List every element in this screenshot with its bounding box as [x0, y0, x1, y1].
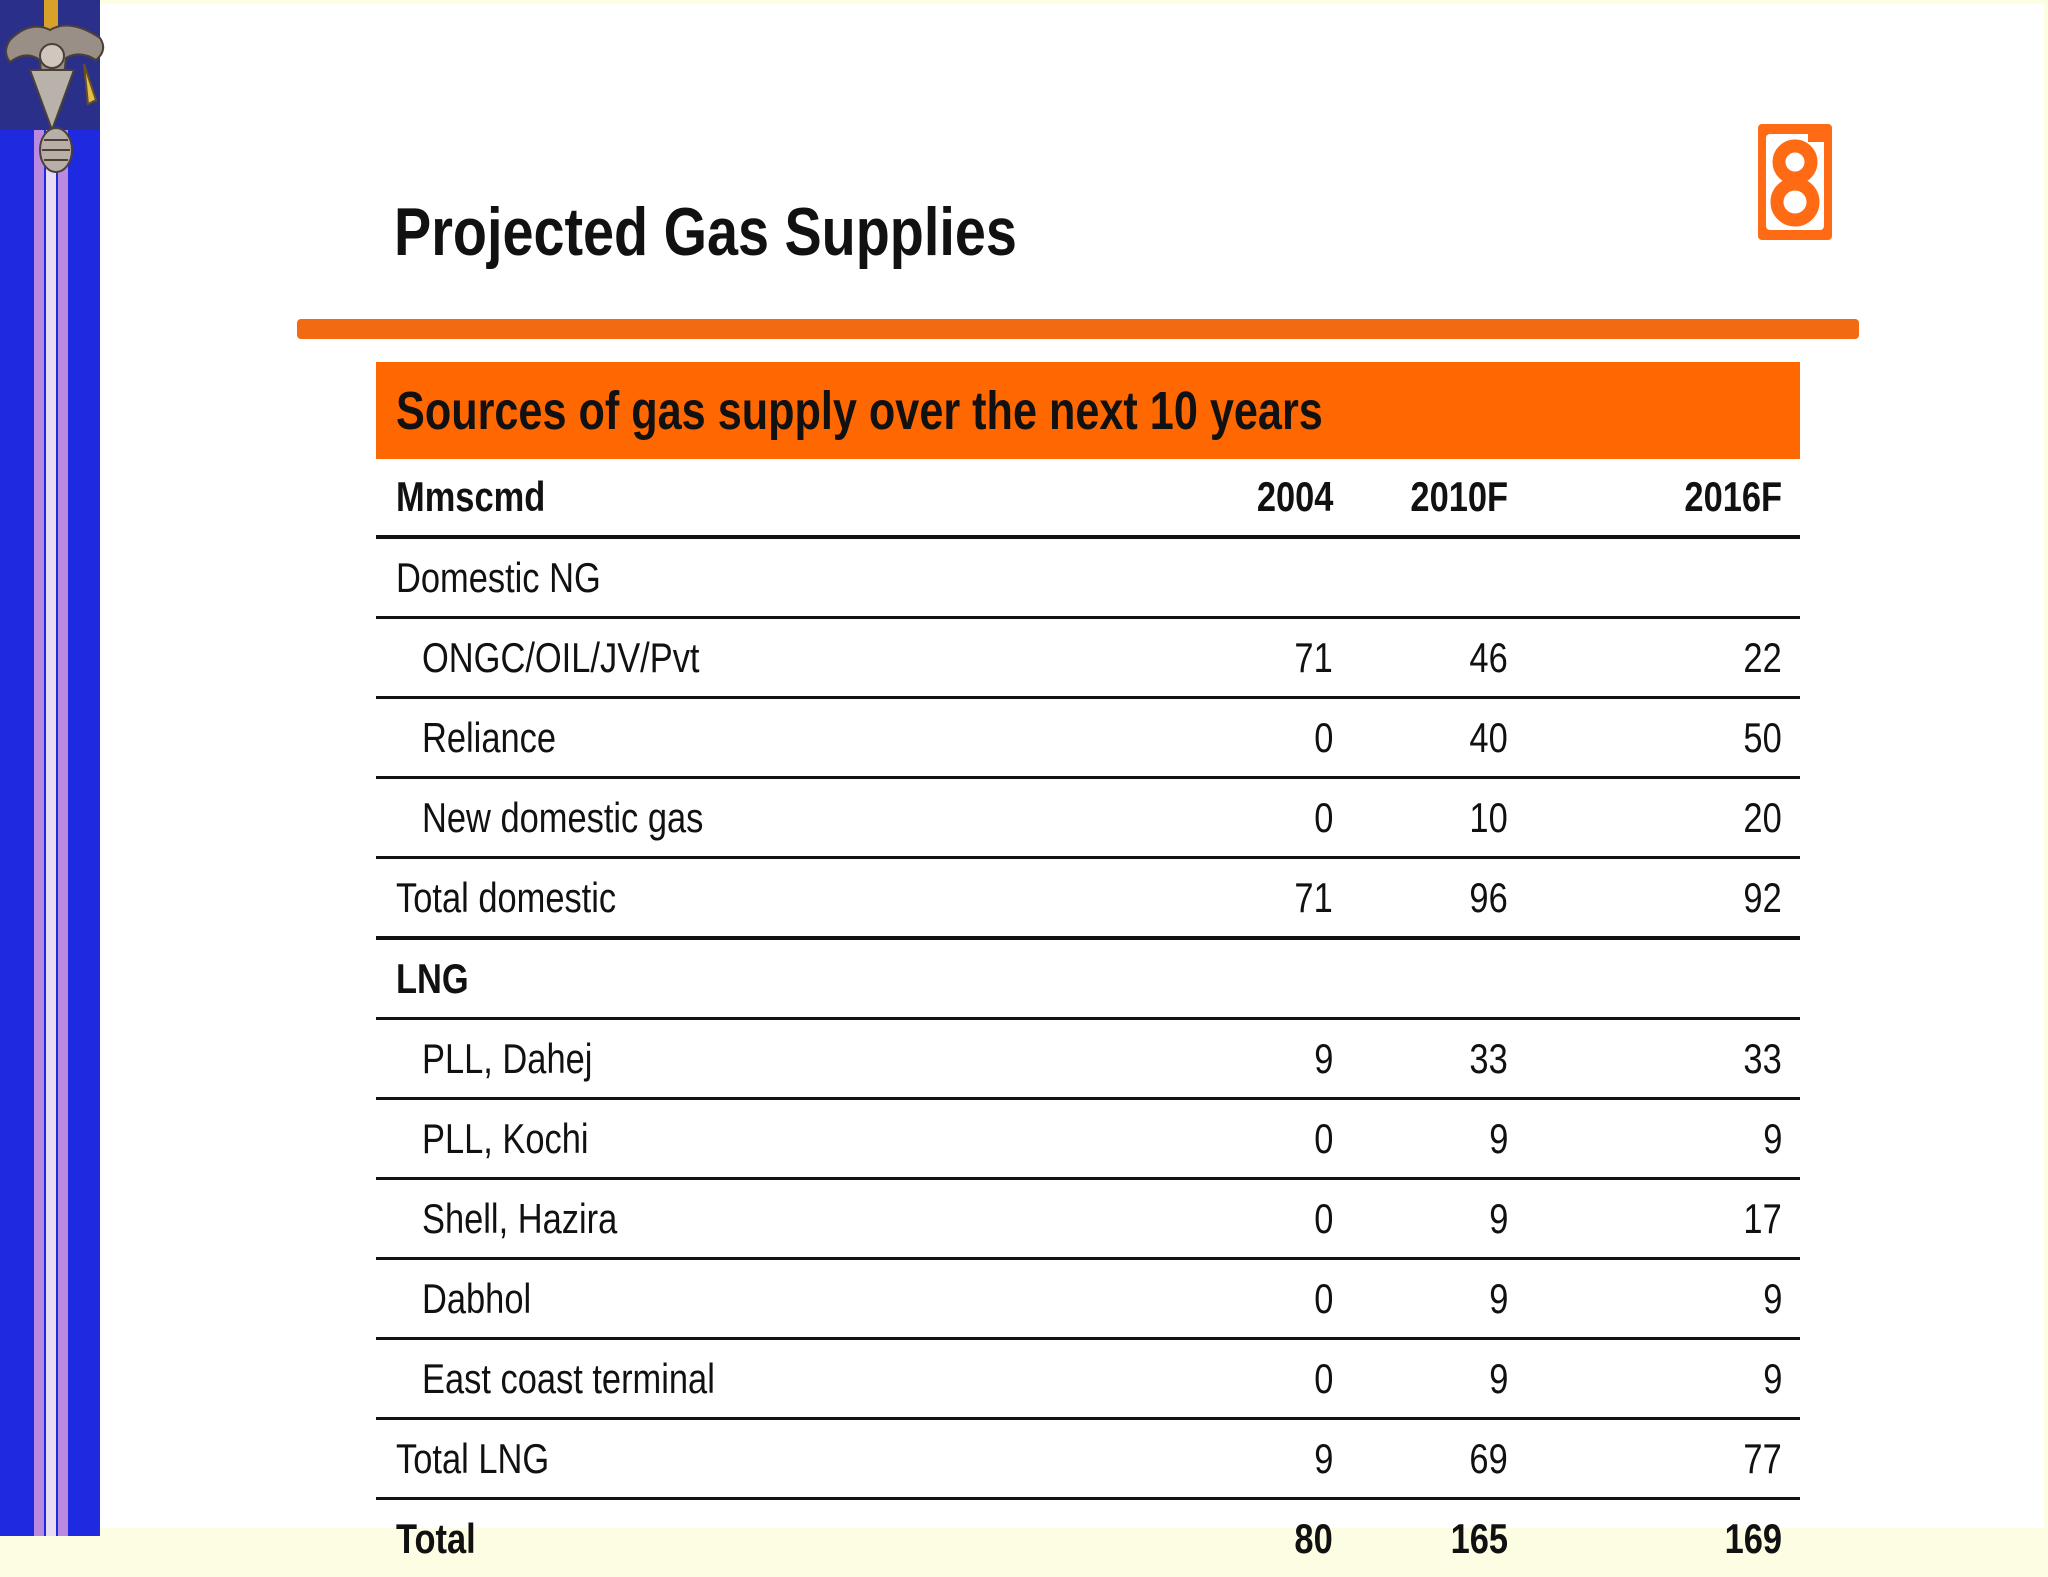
slide-page [100, 4, 2044, 1528]
cell-value: 71 [1294, 873, 1333, 921]
grand-total-row: Total 80 165 169 [376, 1500, 1800, 1577]
cell-value: 9 [1488, 1274, 1508, 1322]
cell-value: 0 [1313, 1194, 1333, 1242]
cell-value: 169 [1724, 1514, 1782, 1562]
cell-value: 9 [1488, 1194, 1508, 1242]
row-label: Reliance [422, 713, 557, 761]
row-label: PLL, Kochi [422, 1114, 589, 1162]
row-label: Domestic NG [396, 553, 601, 601]
left-decorative-strip [0, 0, 100, 1536]
crest-emblem-icon [0, 0, 105, 173]
cell-value: 40 [1469, 713, 1508, 761]
cell-value: 9 [1313, 1434, 1333, 1482]
column-header: 2010F [1410, 473, 1508, 520]
table-caption-banner: Sources of gas supply over the next 10 y… [376, 362, 1800, 459]
cell-value: 0 [1313, 1114, 1333, 1162]
column-header: 2004 [1256, 473, 1333, 520]
cell-value: 71 [1294, 633, 1333, 681]
row-label: East coast terminal [422, 1354, 715, 1402]
cell-value: 0 [1313, 1274, 1333, 1322]
strip-stripe [46, 0, 56, 1536]
subtotal-row-lng: Total LNG 9 69 77 [376, 1420, 1800, 1500]
unit-header: Mmscmd [396, 473, 546, 520]
table-row: New domestic gas 0 10 20 [376, 779, 1800, 859]
row-label: New domestic gas [422, 793, 704, 841]
cell-value: 9 [1762, 1114, 1782, 1162]
cell-value: 165 [1450, 1514, 1508, 1562]
table-header-row: Mmscmd 2004 2010F 2016F [376, 459, 1800, 539]
cell-value: 96 [1469, 873, 1508, 921]
cell-value: 0 [1313, 713, 1333, 761]
section-row-domestic: Domestic NG [376, 539, 1800, 619]
cell-value: 92 [1743, 873, 1782, 921]
cell-value: 9 [1488, 1354, 1508, 1402]
cell-value: 69 [1469, 1434, 1508, 1482]
row-label: LNG [396, 954, 469, 1002]
row-label: PLL, Dahej [422, 1034, 593, 1082]
cell-value: 17 [1743, 1194, 1782, 1242]
cell-value: 46 [1469, 633, 1508, 681]
cell-value: 0 [1313, 793, 1333, 841]
cell-value: 9 [1762, 1354, 1782, 1402]
cell-value: 22 [1743, 633, 1782, 681]
row-label: Total domestic [396, 873, 617, 921]
cell-value: 10 [1469, 793, 1508, 841]
row-label: Shell, Hazira [422, 1194, 618, 1242]
table-caption: Sources of gas supply over the next 10 y… [396, 380, 1323, 441]
row-label: ONGC/OIL/JV/Pvt [422, 633, 700, 681]
cell-value: 77 [1743, 1434, 1782, 1482]
cell-value: 20 [1743, 793, 1782, 841]
table-row: ONGC/OIL/JV/Pvt 71 46 22 [376, 619, 1800, 699]
strip-stripe [34, 0, 44, 1536]
section-row-lng: LNG [376, 940, 1800, 1020]
cell-value: 0 [1313, 1354, 1333, 1402]
cell-value: 9 [1762, 1274, 1782, 1322]
cell-value: 9 [1488, 1114, 1508, 1162]
row-label: Total LNG [396, 1434, 550, 1482]
page-title: Projected Gas Supplies [394, 194, 1017, 270]
row-label: Total [396, 1514, 476, 1562]
cell-value: 33 [1469, 1034, 1508, 1082]
cell-value: 9 [1313, 1034, 1333, 1082]
row-label: Dabhol [422, 1274, 532, 1322]
column-header: 2016F [1684, 473, 1782, 520]
table-row: PLL, Dahej 9 33 33 [376, 1020, 1800, 1100]
table-row: Reliance 0 40 50 [376, 699, 1800, 779]
strip-stripe [58, 0, 68, 1536]
table-row: East coast terminal 0 9 9 [376, 1340, 1800, 1420]
table-row: PLL, Kochi 0 9 9 [376, 1100, 1800, 1180]
table-row: Dabhol 0 9 9 [376, 1260, 1800, 1340]
subtotal-row-domestic: Total domestic 71 96 92 [376, 859, 1800, 940]
cell-value: 33 [1743, 1034, 1782, 1082]
gas-supply-table: Sources of gas supply over the next 10 y… [376, 362, 1800, 1577]
title-divider [297, 319, 1859, 339]
table-row: Shell, Hazira 0 9 17 [376, 1180, 1800, 1260]
cell-value: 80 [1294, 1514, 1333, 1562]
brand-logo-icon: g [1758, 124, 1832, 240]
cell-value: 50 [1743, 713, 1782, 761]
